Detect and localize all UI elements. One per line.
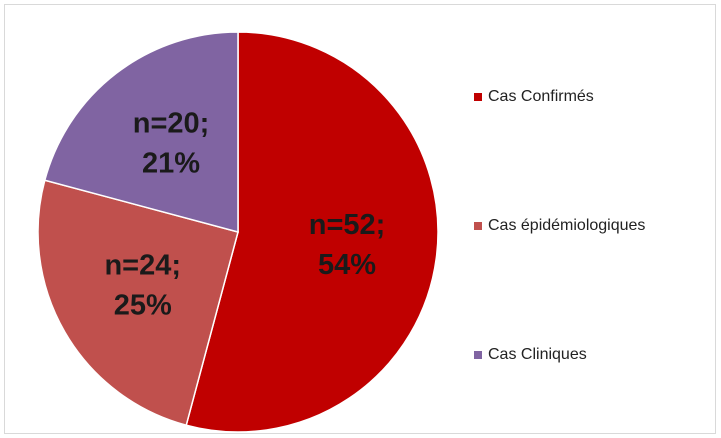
- pie-slice: [37, 179, 239, 427]
- legend-swatch: [474, 351, 482, 359]
- data-label: n=24;: [104, 250, 181, 282]
- pie-slice: [43, 31, 239, 233]
- legend-swatch: [474, 93, 482, 101]
- legend-label: Cas Confirmés: [488, 88, 594, 105]
- percent-label: 54%: [318, 249, 376, 281]
- legend-label: Cas Cliniques: [488, 346, 587, 363]
- legend-swatch: [474, 222, 482, 230]
- percent-label: 21%: [142, 147, 200, 179]
- data-label: n=52;: [309, 209, 386, 241]
- data-label: n=20;: [133, 107, 210, 139]
- pie-slice: [185, 31, 439, 433]
- percent-label: 25%: [114, 290, 172, 322]
- legend-label: Cas épidémiologiques: [488, 217, 645, 234]
